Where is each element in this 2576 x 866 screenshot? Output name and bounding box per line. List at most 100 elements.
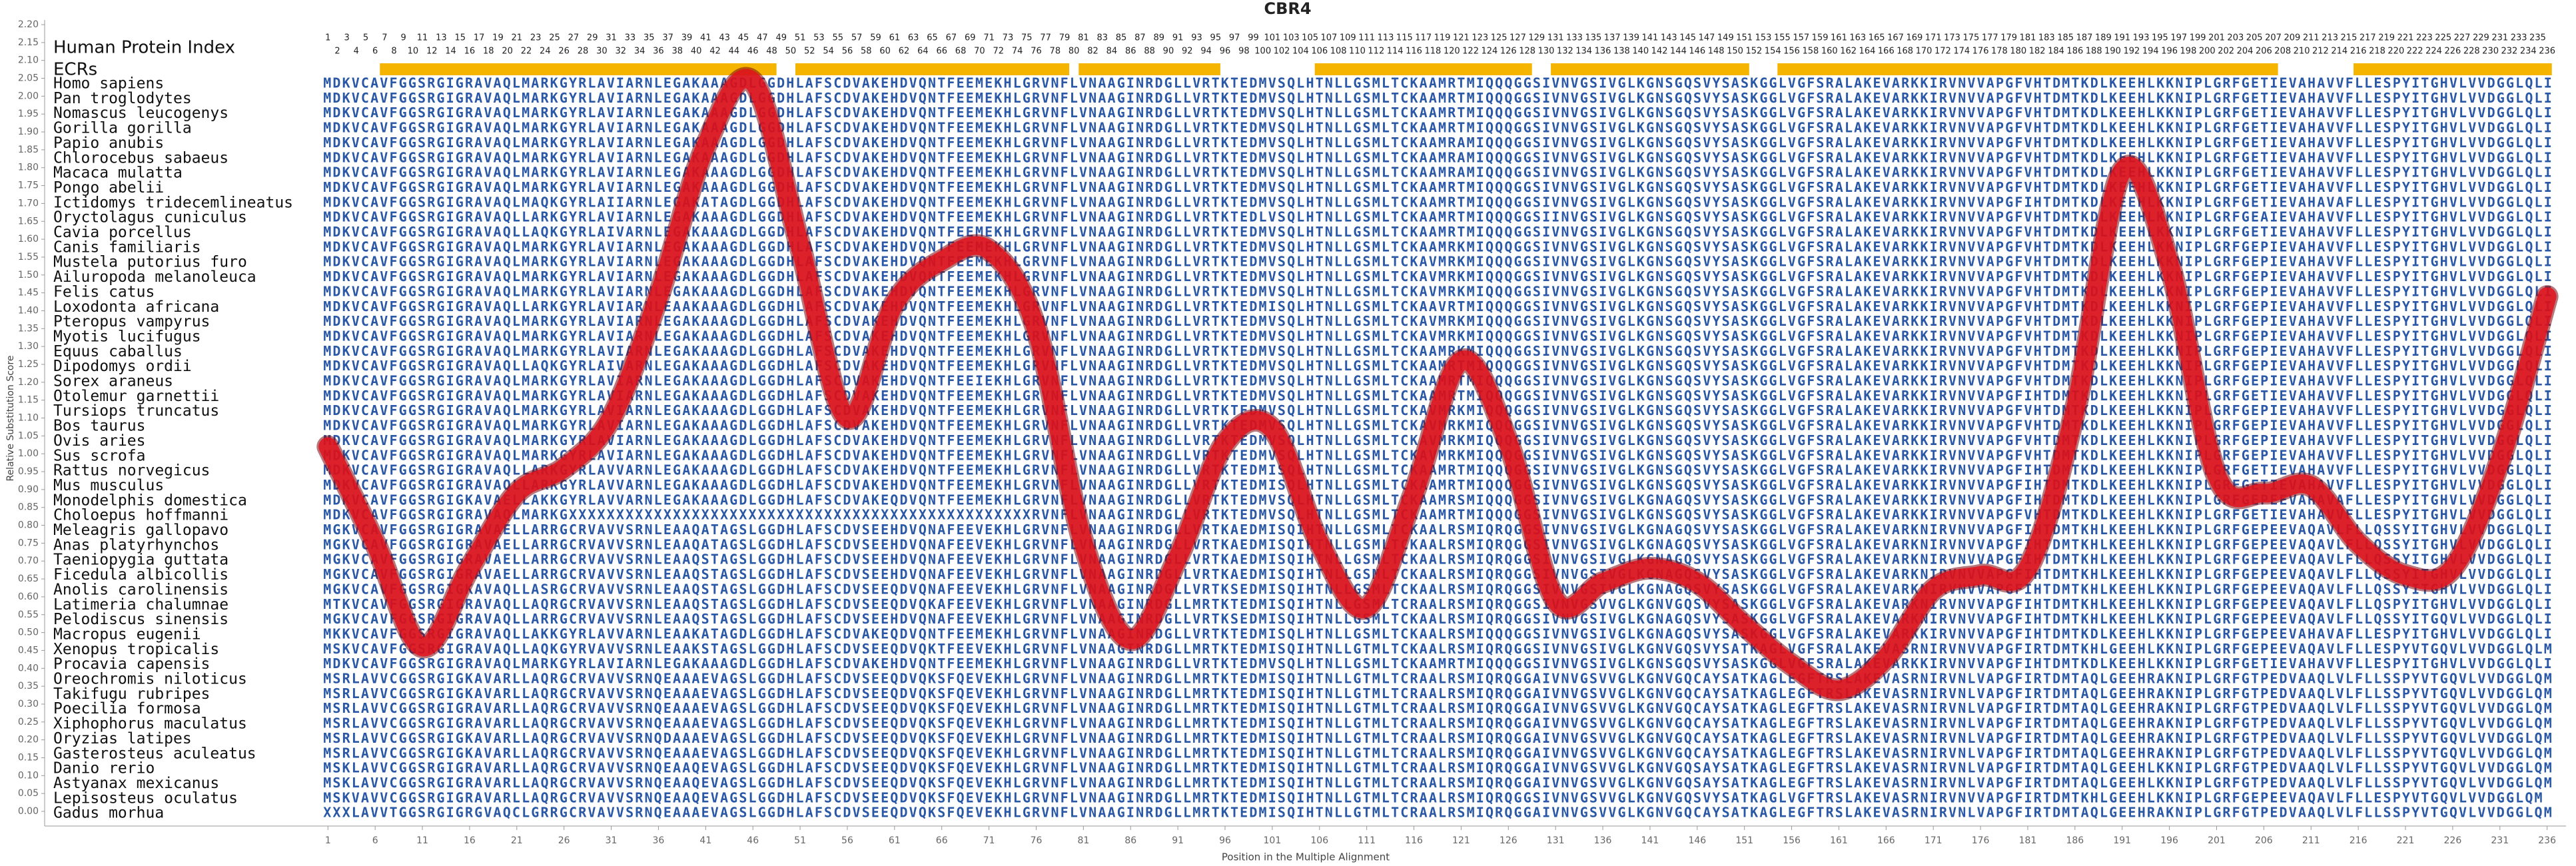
index-number: 230 bbox=[2482, 47, 2499, 57]
index-number: 159 bbox=[1812, 33, 1829, 43]
species-label: Mus musculus bbox=[53, 477, 164, 494]
species-label: Anas platyrhynchos bbox=[53, 536, 219, 554]
species-label: Pan troglodytes bbox=[53, 90, 192, 107]
species-label: Anolis carolinensis bbox=[53, 581, 228, 598]
species-label: Gorilla gorilla bbox=[53, 120, 192, 137]
species-label: Ictidomys tridecemlineatus bbox=[53, 194, 293, 211]
sequence: MSRLAVVCGGSRGIGKAVARLLAQRGCRVAVVSRNQEAAA… bbox=[323, 671, 2552, 687]
index-number: 210 bbox=[2294, 47, 2310, 57]
y-tick-label: 0.50 bbox=[18, 628, 39, 638]
index-number: 226 bbox=[2444, 47, 2461, 57]
index-number: 235 bbox=[2529, 33, 2546, 43]
index-number: 103 bbox=[1283, 33, 1300, 43]
sequence: MDKVCAVFGGSRGIGRAVAQLMARKGYRLAVIARNLEGAK… bbox=[323, 149, 2552, 165]
index-number: 148 bbox=[1708, 47, 1725, 57]
species-label: Chlorocebus sabaeus bbox=[53, 149, 228, 167]
y-tick-label: 0.35 bbox=[18, 681, 39, 691]
sequence: MDKVCAVFGGSRGIGRAVAQLMARKGYRLAVIARNLEGAK… bbox=[323, 179, 2552, 195]
index-number: 66 bbox=[936, 47, 947, 57]
index-number: 222 bbox=[2407, 47, 2423, 57]
index-number: 17 bbox=[474, 33, 485, 43]
y-tick-label: 0.95 bbox=[18, 466, 39, 477]
index-number: 46 bbox=[747, 47, 759, 57]
index-number: 95 bbox=[1210, 33, 1222, 43]
index-number: 137 bbox=[1604, 33, 1621, 43]
y-tick-label: 1.30 bbox=[18, 341, 39, 352]
index-number: 54 bbox=[823, 47, 834, 57]
index-number: 49 bbox=[775, 33, 787, 43]
index-number: 9 bbox=[401, 33, 406, 43]
sequence: XXXLAVVTGGSRGIGRGVAQCLGRRGCRVAVVSRNQEAAA… bbox=[323, 805, 2552, 821]
index-label: Human Protein Index bbox=[53, 38, 235, 58]
index-number: 106 bbox=[1311, 47, 1328, 57]
index-number: 194 bbox=[2142, 47, 2159, 57]
index-number: 27 bbox=[568, 33, 580, 43]
sequence: MGKVCAVFGGSRGIGRAVAELLARRGCRVAVVSRNLEAAQ… bbox=[323, 566, 2552, 582]
x-tick-label: 41 bbox=[699, 835, 711, 846]
index-number: 67 bbox=[946, 33, 957, 43]
x-tick-label: 81 bbox=[1077, 835, 1089, 846]
index-number: 165 bbox=[1869, 33, 1885, 43]
species-label: Papio anubis bbox=[53, 135, 164, 152]
index-number: 107 bbox=[1321, 33, 1338, 43]
sequence: MDKVCAVFGGSRGIGRAVAQLMARKGYRLAVIARNLEGAK… bbox=[323, 75, 2552, 91]
species-label: Latimeria chalumnae bbox=[53, 596, 228, 614]
y-tick-label: 1.05 bbox=[18, 430, 39, 441]
sequence: MGKVCAVFGGSRGIGRAVAELLARRGCRVAVVSRNLEAAQ… bbox=[323, 536, 2552, 552]
index-number: 40 bbox=[691, 47, 702, 57]
index-number: 177 bbox=[1982, 33, 1998, 43]
x-tick-label: 56 bbox=[841, 835, 853, 846]
sequence: MSRLAVVCGGSRGIGKAVARLLAQRGCRVAVVSRNQDAAA… bbox=[323, 730, 2552, 746]
species-label: Equus caballus bbox=[53, 343, 183, 360]
index-number: 189 bbox=[2095, 33, 2112, 43]
species-label: Pteropus vampyrus bbox=[53, 313, 210, 330]
x-tick-label: 46 bbox=[747, 835, 759, 846]
x-tick-label: 1 bbox=[325, 835, 331, 846]
sequence: MDKVCAVFGGSRGIGRAVAQLMARKGYRLAVIARNLEGAK… bbox=[323, 135, 2552, 151]
sequence: MDKVCAVFGGSRGIGRAVAQLMARKGXXXXXXXXXXXXXX… bbox=[323, 507, 2552, 523]
index-number: 172 bbox=[1934, 47, 1951, 57]
index-number: 115 bbox=[1396, 33, 1413, 43]
index-number: 188 bbox=[2086, 47, 2102, 57]
species-label: Procavia capensis bbox=[53, 655, 210, 673]
index-number: 223 bbox=[2416, 33, 2433, 43]
species-label: Monodelphis domestica bbox=[53, 492, 247, 509]
y-tick-label: 1.10 bbox=[18, 413, 39, 424]
index-number: 156 bbox=[1783, 47, 1800, 57]
x-tick-label: 146 bbox=[1688, 835, 1706, 846]
index-number: 151 bbox=[1736, 33, 1753, 43]
index-number: 35 bbox=[644, 33, 655, 43]
index-number: 193 bbox=[2133, 33, 2150, 43]
index-number: 79 bbox=[1059, 33, 1071, 43]
y-tick-label: 1.75 bbox=[18, 181, 39, 191]
x-tick-label: 141 bbox=[1641, 835, 1659, 846]
sequence: MDKVCAVFGGSRGIGRAVAQLMARKGYRLAVIARNLEGAK… bbox=[323, 90, 2552, 106]
sequence: MGKVCAVFGGSRGIGRAVAELLARRGCRVAVVSRNLEAAQ… bbox=[323, 552, 2552, 568]
index-number: 5 bbox=[363, 33, 368, 43]
index-number: 94 bbox=[1200, 47, 1212, 57]
index-number: 28 bbox=[578, 47, 589, 57]
x-tick-label: 161 bbox=[1830, 835, 1848, 846]
index-number: 12 bbox=[426, 47, 438, 57]
index-number: 36 bbox=[653, 47, 664, 57]
y-tick-label: 1.20 bbox=[18, 377, 39, 388]
index-number: 145 bbox=[1679, 33, 1696, 43]
x-tick-label: 206 bbox=[2255, 835, 2273, 846]
index-number: 202 bbox=[2218, 47, 2234, 57]
index-number: 162 bbox=[1840, 47, 1857, 57]
index-number: 234 bbox=[2520, 47, 2537, 57]
index-number: 146 bbox=[1689, 47, 1705, 57]
index-number: 30 bbox=[596, 47, 608, 57]
index-number: 130 bbox=[1538, 47, 1555, 57]
species-label: Canis familiaris bbox=[53, 238, 201, 256]
index-number: 169 bbox=[1906, 33, 1923, 43]
index-number: 191 bbox=[2114, 33, 2130, 43]
species-label: Astyanax mexicanus bbox=[53, 775, 219, 792]
index-number: 183 bbox=[2038, 33, 2055, 43]
index-number: 50 bbox=[785, 47, 797, 57]
index-number: 52 bbox=[804, 47, 815, 57]
chart-title: CBR4 bbox=[1264, 0, 1311, 18]
y-tick-label: 2.20 bbox=[18, 19, 39, 30]
index-number: 118 bbox=[1424, 47, 1441, 57]
index-number: 31 bbox=[606, 33, 617, 43]
